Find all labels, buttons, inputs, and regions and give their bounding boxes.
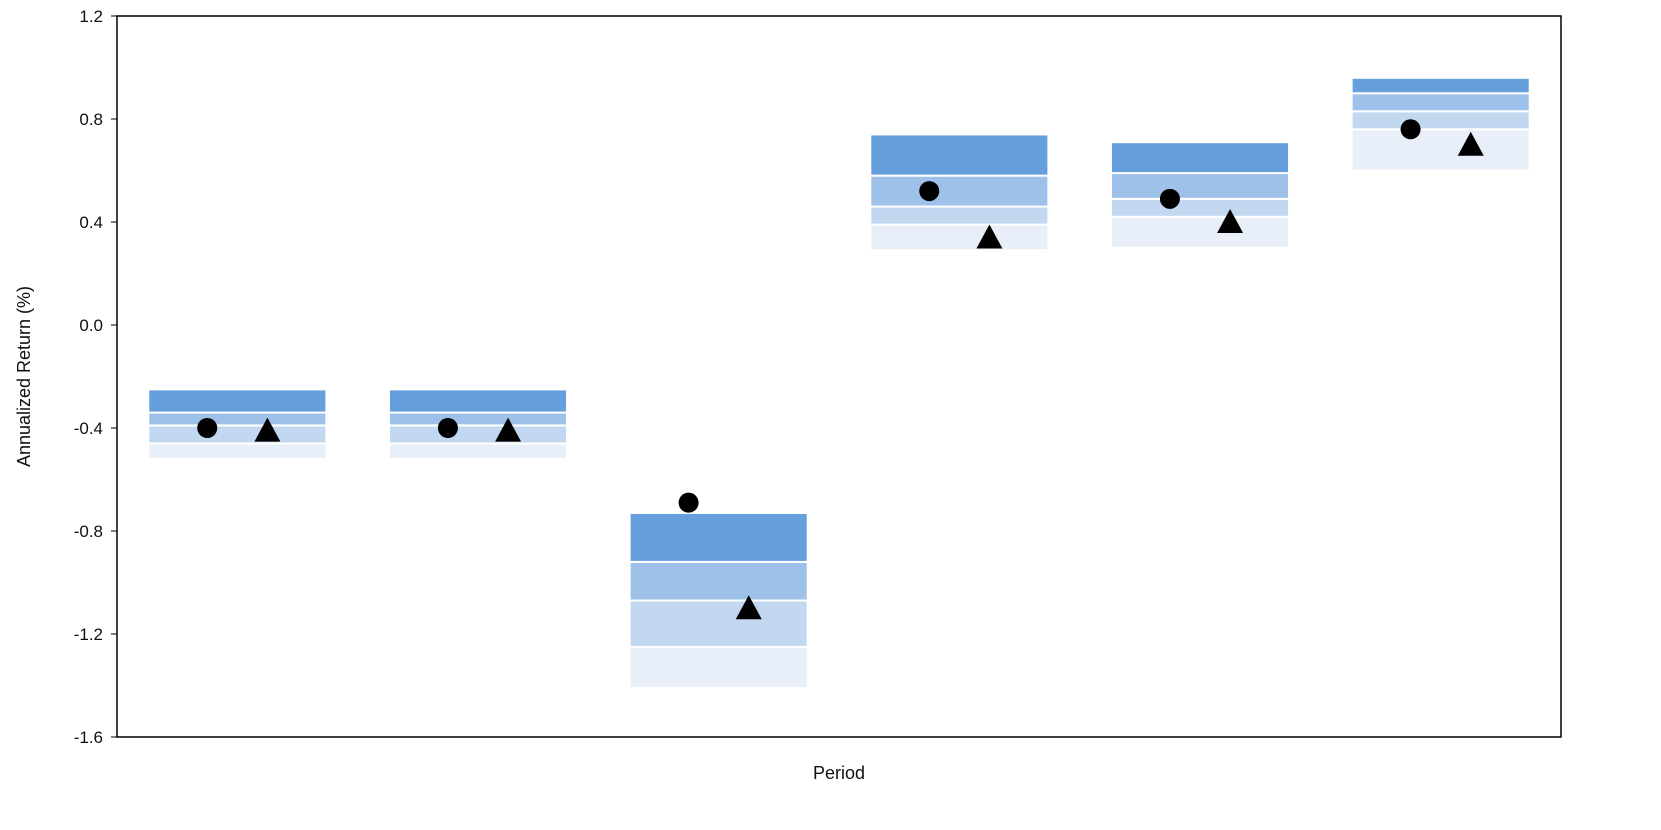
bar-group bbox=[869, 133, 1050, 252]
bar-band bbox=[1109, 215, 1291, 249]
triangle-marker bbox=[495, 417, 522, 442]
triangle-marker bbox=[976, 224, 1003, 249]
bar-band bbox=[387, 411, 569, 427]
bar-group bbox=[387, 388, 569, 460]
y-tick-label: 0.0 bbox=[79, 316, 103, 335]
y-tick-label: -0.4 bbox=[74, 419, 103, 438]
x-axis-title: Period bbox=[813, 763, 865, 783]
circle-marker bbox=[197, 418, 218, 438]
bar-band bbox=[147, 442, 328, 460]
bar-band bbox=[147, 411, 328, 427]
bar-group bbox=[147, 388, 328, 460]
bar-band bbox=[628, 645, 809, 690]
y-tick-label: -1.2 bbox=[74, 625, 103, 644]
bar-band bbox=[628, 511, 809, 563]
y-axis: 1.2 0.8 0.4 0.0 -0.4 -0.8 -1.2 -1.6 bbox=[74, 7, 117, 747]
bar-band bbox=[1350, 92, 1531, 113]
bar-band bbox=[1350, 76, 1531, 95]
bar-band bbox=[869, 223, 1050, 252]
triangle-marker bbox=[1457, 131, 1484, 156]
y-tick-label: -1.6 bbox=[74, 728, 103, 747]
y-tick-label: 1.2 bbox=[79, 7, 103, 26]
bar-band bbox=[628, 560, 809, 602]
bar-band bbox=[387, 442, 569, 460]
circle-marker bbox=[1159, 188, 1180, 209]
bar-band bbox=[1109, 172, 1291, 200]
circle-marker bbox=[919, 181, 940, 202]
y-tick-label: 0.8 bbox=[79, 110, 103, 129]
bar-band bbox=[1109, 141, 1291, 175]
y-tick-label: 0.4 bbox=[79, 213, 103, 232]
triangle-marker bbox=[735, 595, 762, 620]
plot-frame bbox=[116, 15, 1562, 738]
bar-band bbox=[387, 388, 569, 414]
bar-band bbox=[1109, 197, 1291, 218]
bar-band bbox=[147, 424, 328, 445]
bar-band bbox=[869, 205, 1050, 226]
bar-band bbox=[869, 174, 1050, 208]
bar-group bbox=[1109, 141, 1291, 249]
bar-band bbox=[628, 599, 809, 648]
circle-marker bbox=[437, 418, 458, 438]
circle-marker bbox=[1400, 119, 1421, 140]
bar-band bbox=[1350, 128, 1531, 172]
bar-band bbox=[387, 424, 569, 445]
bar-group bbox=[1350, 76, 1531, 172]
circle-marker bbox=[678, 492, 699, 513]
bar-band bbox=[869, 133, 1050, 177]
bar-group bbox=[628, 492, 809, 690]
plot-area bbox=[147, 76, 1531, 690]
y-tick-label: -0.8 bbox=[74, 522, 103, 541]
bar-band bbox=[1350, 110, 1531, 131]
triangle-marker bbox=[1217, 209, 1244, 234]
triangle-marker bbox=[254, 417, 281, 442]
y-axis-title: Annualized Return (%) bbox=[14, 286, 34, 467]
bar-band bbox=[147, 388, 328, 414]
